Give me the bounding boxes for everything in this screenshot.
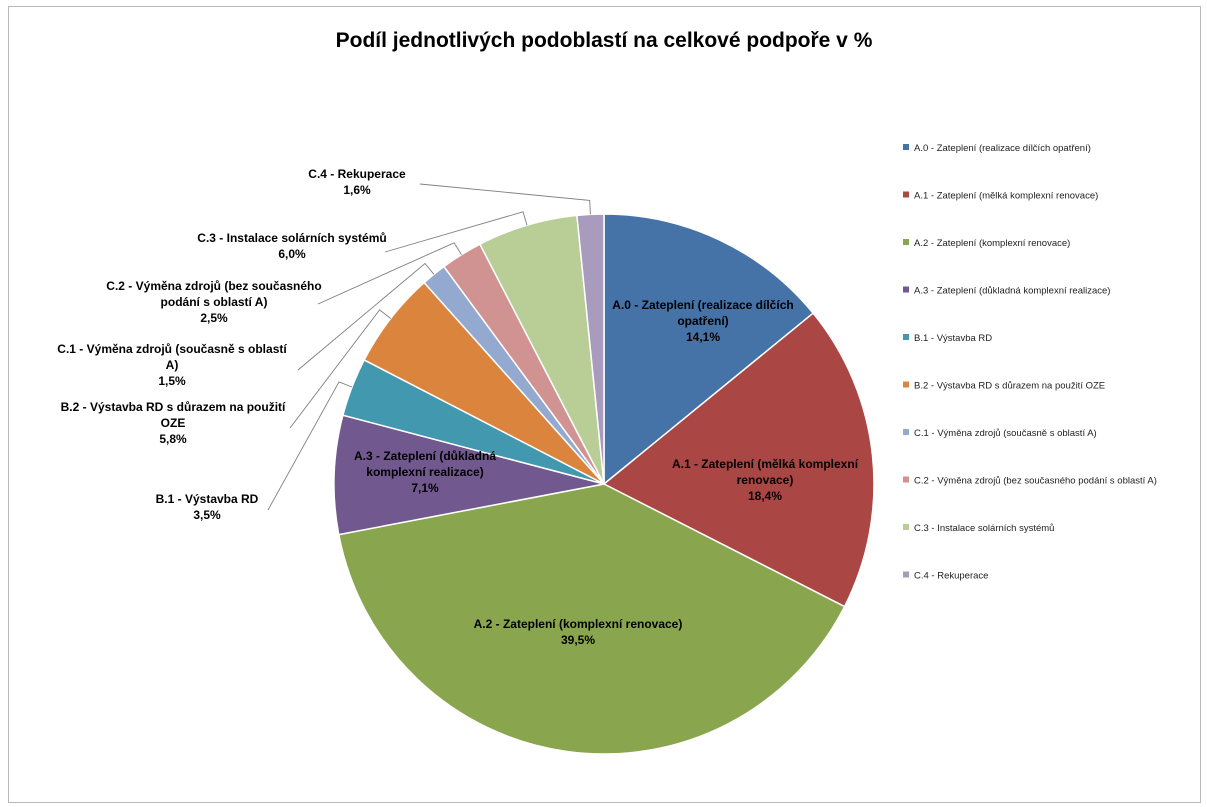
leader-line-c-3: [384, 211, 528, 253]
legend-label: C.2 - Výměna zdrojů (bez současného podá…: [914, 476, 1157, 487]
legend-label: A.1 - Zateplení (mělká komplexní renovac…: [914, 191, 1098, 202]
legend-label: B.1 - Výstavba RD: [914, 333, 992, 344]
slice-label-a-1: A.1 - Zateplení (mělká komplexní renovace…: [672, 457, 859, 503]
legend-swatch: [903, 286, 909, 293]
chart-title: Podíl jednotlivých podoblastí na celkové…: [336, 29, 873, 52]
legend-item-a-3: A.3 - Zateplení (důkladná komplexní real…: [903, 286, 1110, 297]
pie-slice-a-3: [333, 414, 605, 536]
legend-swatch: [903, 381, 909, 388]
leader-line-b-1: [267, 381, 353, 511]
legend-swatch: [903, 144, 909, 150]
leader-line-c-2: [317, 242, 462, 305]
slice-labels: A.0 - Zateplení (realizace dílčích opatře…: [57, 167, 858, 647]
slice-label-c-1: C.1 - Výměna zdrojů (současně s oblastí A…: [57, 342, 287, 388]
legend-swatch: [903, 191, 909, 198]
legend-item-a-2: A.2 - Zateplení (komplexní renovace): [903, 238, 1070, 249]
slice-label-b-1: B.1 - Výstavba RD 3,5%: [156, 492, 259, 522]
legend-swatch: [903, 429, 909, 435]
legend-item-c-1: C.1 - Výměna zdrojů (současně s oblastí …: [903, 428, 1097, 439]
slice-label-b-2: B.2 - Výstavba RD s důrazem na použití OZ…: [61, 400, 286, 446]
legend-label: C.1 - Výměna zdrojů (současně s oblastí …: [914, 428, 1097, 439]
pie-slices: [333, 213, 875, 755]
legend-swatch: [903, 334, 909, 340]
legend-label: B.2 - Výstavba RD s důrazem na použití O…: [914, 381, 1105, 392]
leader-line-c-1: [297, 262, 435, 371]
leader-lines: [267, 183, 591, 511]
legend-item-b-1: B.1 - Výstavba RD: [903, 333, 992, 344]
slice-label-c-3: C.3 - Instalace solárních systémů 6,0%: [197, 231, 386, 261]
slice-label-c-4: C.4 - Rekuperace 1,6%: [308, 167, 406, 197]
legend-label: A.3 - Zateplení (důkladná komplexní real…: [914, 286, 1110, 297]
slice-label-a-0: A.0 - Zateplení (realizace dílčích opatře…: [612, 298, 793, 344]
legend-swatch: [903, 239, 909, 245]
legend-item-a-1: A.1 - Zateplení (mělká komplexní renovac…: [903, 191, 1098, 202]
legend-item-a-0: A.0 - Zateplení (realizace dílčích opatř…: [903, 143, 1091, 154]
slice-label-a-2: A.2 - Zateplení (komplexní renovace) 39,5…: [474, 617, 683, 647]
legend-label: A.2 - Zateplení (komplexní renovace): [914, 238, 1070, 249]
pie-slice-c-4: [576, 213, 605, 485]
leader-line-b-2: [289, 309, 391, 429]
legend-label: C.3 - Instalace solárních systémů: [914, 523, 1054, 534]
legend-label: A.0 - Zateplení (realizace dílčích opatř…: [914, 143, 1091, 154]
pie-slice-a-0: [603, 213, 815, 486]
legend-item-c-2: C.2 - Výměna zdrojů (bez současného podá…: [903, 476, 1157, 487]
legend-item-c-3: C.3 - Instalace solárních systémů: [903, 523, 1054, 534]
legend-swatch: [903, 524, 909, 530]
legend-label: C.4 - Rekuperace: [914, 571, 988, 582]
legend-swatch: [903, 571, 909, 578]
pie-slice-a-1: [602, 312, 875, 608]
legend-item-c-4: C.4 - Rekuperace: [903, 571, 988, 582]
legend-swatch: [903, 476, 909, 483]
slice-label-a-3: A.3 - Zateplení (důkladná komplexní reali…: [354, 449, 496, 495]
slice-label-c-2: C.2 - Výměna zdrojů (bez současného podán…: [106, 279, 321, 325]
pie-slice-a-2: [337, 483, 846, 755]
legend: A.0 - Zateplení (realizace dílčích opatř…: [903, 143, 1157, 582]
leader-line-c-4: [419, 183, 591, 215]
legend-item-b-2: B.2 - Výstavba RD s důrazem na použití O…: [903, 381, 1105, 392]
